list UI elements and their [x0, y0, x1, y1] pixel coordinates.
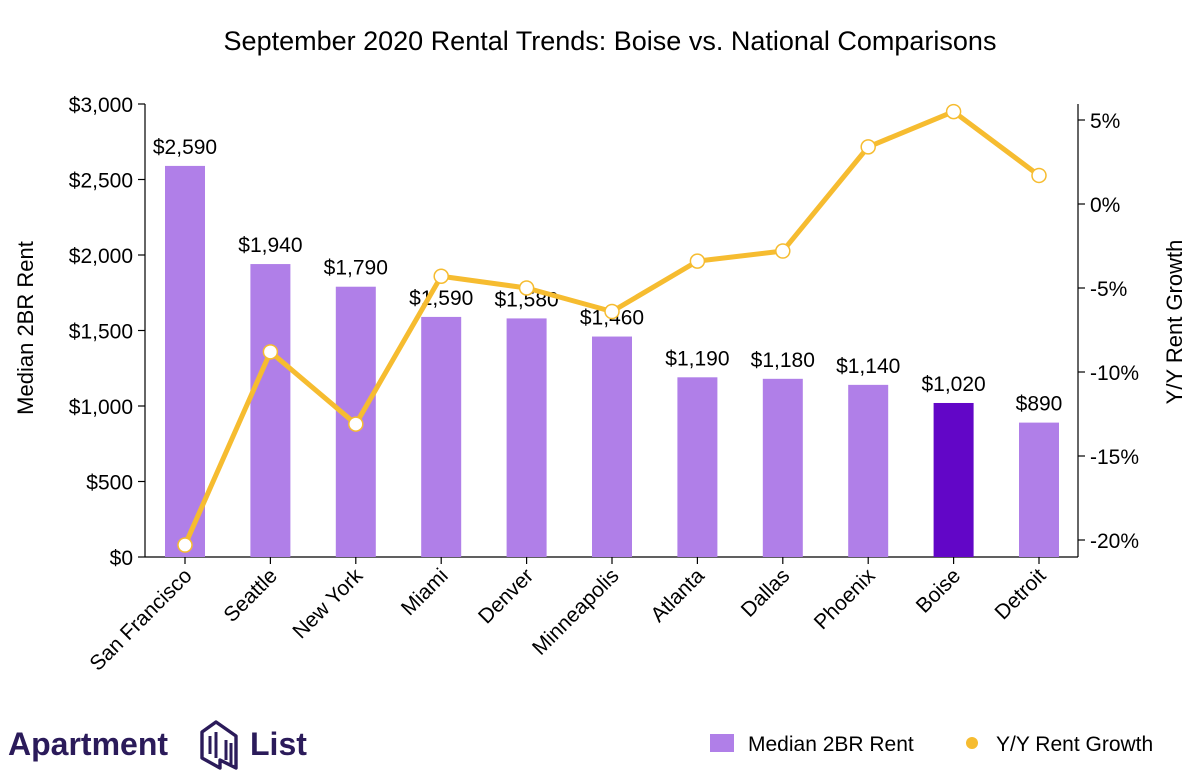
bar-label-boise: $1,020 [921, 373, 985, 396]
growth-point-detroit [1031, 167, 1047, 184]
legend-label-rent: Median 2BR Rent [748, 733, 914, 756]
x-tick-label-san-francisco: San Francisco [85, 564, 196, 675]
y2-tick-label: -5% [1090, 278, 1127, 301]
growth-point-seattle [262, 344, 279, 360]
chart-title: September 2020 Rental Trends: Boise vs. … [224, 26, 997, 56]
y2-tick-label: 5% [1090, 110, 1120, 133]
y-tick-label: $0 [110, 547, 133, 570]
x-tick-label-minneapolis: Minneapolis [528, 564, 624, 660]
x-tick-label-seattle: Seattle [219, 564, 282, 627]
left-ticks-layer: $0 $500 $1,000 $1,500 $2,000 $2,500 $3,000 [69, 94, 145, 570]
bar-detroit [1019, 422, 1059, 557]
x-tick-label-new-york: New York [288, 564, 367, 643]
bar-miami [421, 316, 462, 557]
bar-label-san-francisco: $2,590 [153, 136, 217, 159]
x-ticks-layer: San Francisco Seattle New York Miami DenverM… [85, 557, 1051, 675]
bar-boise [933, 402, 974, 557]
bar-label-detroit: $890 [1016, 393, 1063, 416]
growth-point-phoenix [860, 139, 876, 155]
x-tick-label-boise: Boise [912, 564, 965, 617]
growth-point-boise [945, 103, 962, 120]
growth-line-layer [177, 103, 1047, 553]
bar-phoenix [848, 384, 889, 557]
growth-point-minneapolis [604, 303, 620, 320]
building-logo-icon [200, 720, 238, 770]
y-axis-title: Median 2BR Rent [13, 241, 38, 415]
legend: Median 2BR Rent Y/Y Rent Growth [710, 733, 1153, 756]
y2-tick-label: 0% [1090, 194, 1120, 217]
logo-text-apartment: Apartment [8, 726, 168, 762]
growth-point-atlanta [689, 253, 706, 269]
y2-axis-title: Y/Y Rent Growth [1162, 240, 1187, 405]
x-tick-label-dallas: Dallas [737, 564, 795, 622]
logo: Apartment List [8, 720, 307, 770]
right-ticks-layer: -20% -15% -10% -5% 0% 5% [1078, 110, 1139, 553]
y-tick-label: $2,000 [69, 245, 133, 268]
bar-dallas [762, 378, 803, 557]
growth-point-dallas [775, 243, 791, 259]
bar-seattle [250, 264, 291, 557]
bar-label-seattle: $1,940 [238, 234, 302, 257]
growth-point-new-york [348, 416, 364, 432]
legend-swatch-rent [710, 734, 734, 752]
x-tick-label-phoenix: Phoenix [810, 564, 880, 634]
y-tick-label: $2,500 [69, 170, 133, 193]
growth-point-miami [433, 268, 449, 284]
y-tick-label: $500 [86, 472, 133, 495]
y-tick-label: $1,500 [69, 321, 133, 344]
bar-label-phoenix: $1,140 [836, 355, 900, 378]
bar-atlanta [677, 377, 718, 557]
growth-point-denver [518, 280, 535, 296]
y-tick-label: $1,000 [69, 396, 133, 419]
legend-label-growth: Y/Y Rent Growth [996, 733, 1153, 756]
bar-denver [506, 318, 547, 557]
x-tick-label-miami: Miami [397, 564, 453, 620]
x-tick-label-detroit: Detroit [991, 564, 1051, 624]
logo-text-list: List [250, 726, 307, 762]
growth-point-san-francisco [177, 537, 193, 553]
bar-san-francisco [165, 165, 205, 557]
bar-label-atlanta: $1,190 [665, 347, 729, 370]
bar-minneapolis [592, 336, 632, 557]
bar-label-dallas: $1,180 [751, 349, 815, 372]
y2-tick-label: -15% [1090, 446, 1139, 469]
bar-label-new-york: $1,790 [324, 257, 388, 280]
y2-tick-label: -10% [1090, 362, 1139, 385]
y-tick-label: $3,000 [69, 94, 133, 117]
bars-layer [165, 165, 1059, 557]
x-tick-label-atlanta: Atlanta [646, 564, 709, 627]
legend-marker-growth [966, 737, 978, 749]
bar-label-miami: $1,590 [409, 287, 473, 310]
x-tick-label-denver: Denver [474, 564, 538, 628]
y2-tick-label: -20% [1090, 530, 1139, 553]
